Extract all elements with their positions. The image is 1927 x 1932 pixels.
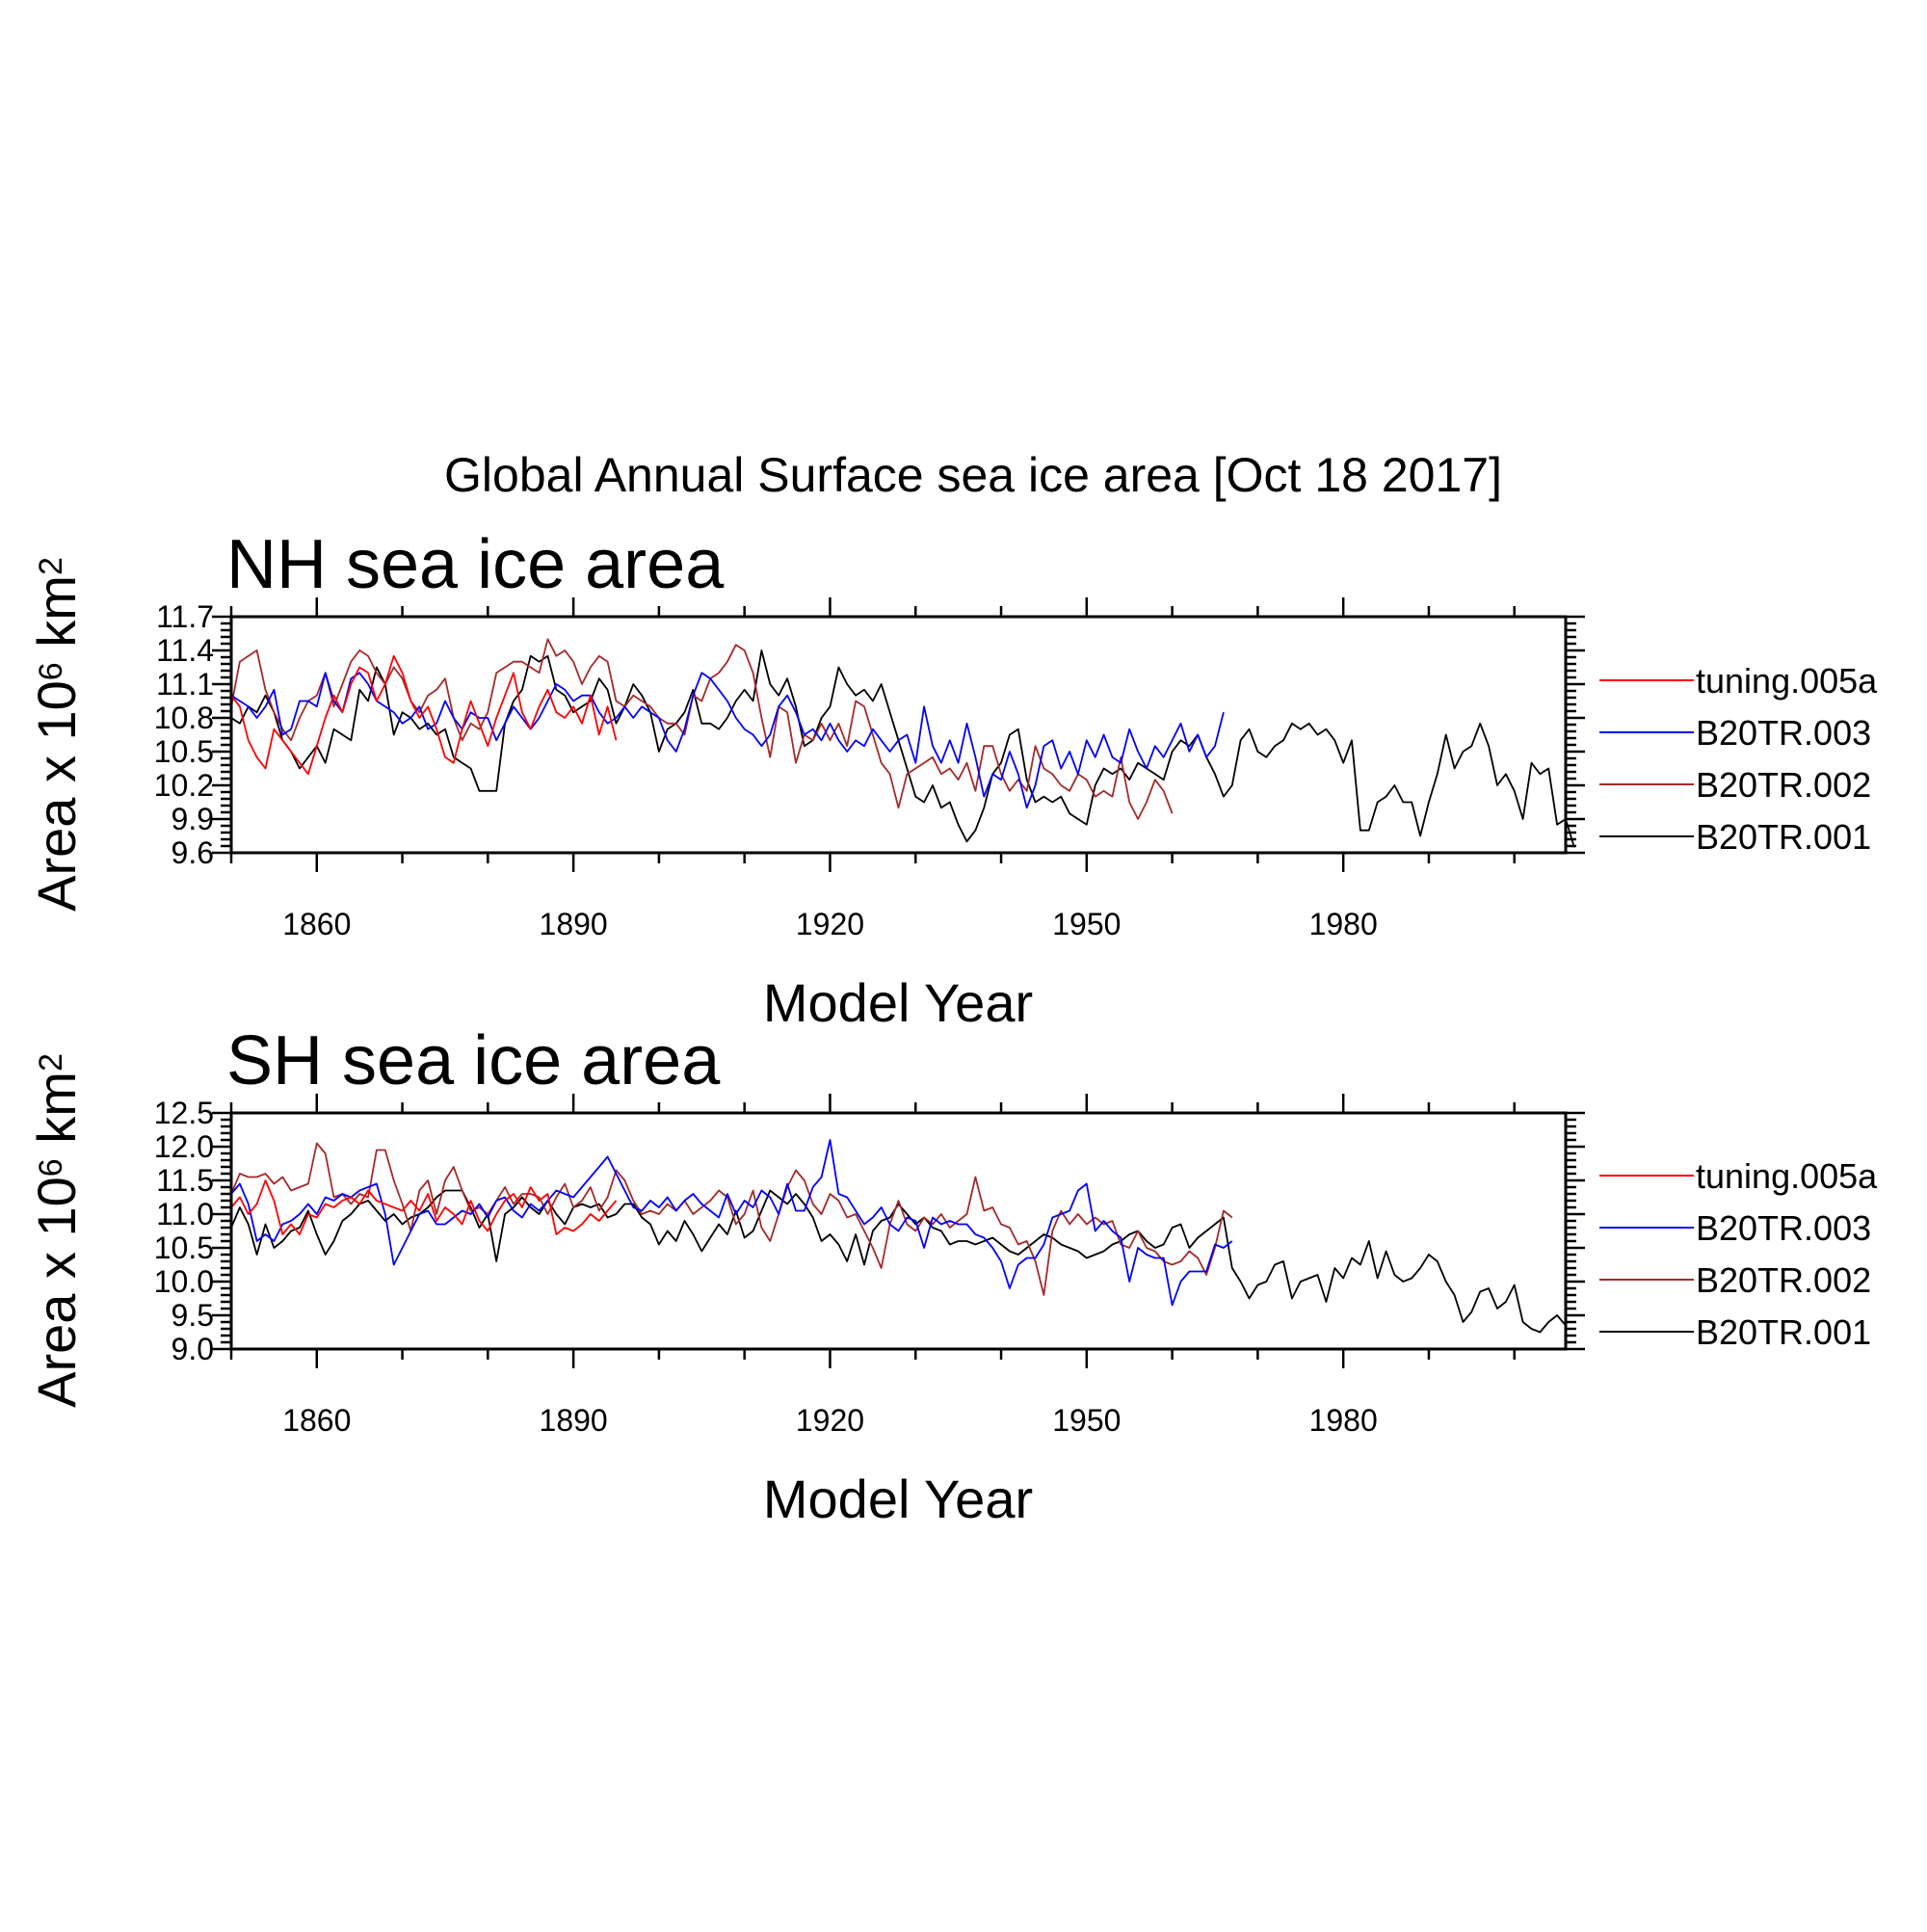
y-tick-label: 10.5 xyxy=(154,1231,214,1265)
legend-label: B20TR.001 xyxy=(1696,1312,1871,1352)
y-axis-label-base: Area x 10 xyxy=(26,1177,87,1408)
x-tick-label: 1980 xyxy=(1309,1403,1378,1438)
legend-label: tuning.005a xyxy=(1696,1156,1878,1196)
y-tick-label: 10.5 xyxy=(154,734,214,769)
series-line-B20TR.003 xyxy=(230,1139,1233,1307)
y-axis-label: Area x 106 km2 xyxy=(26,557,87,912)
x-tick-label: 1980 xyxy=(1309,907,1378,941)
plot-frame xyxy=(229,615,1568,855)
y-tick-label: 10.2 xyxy=(154,768,214,803)
series-line-tuning.005a xyxy=(230,654,618,776)
y-tick-label: 11.5 xyxy=(156,1163,214,1198)
y-tick-label: 11.0 xyxy=(156,1197,214,1231)
legend-label: B20TR.002 xyxy=(1696,1260,1871,1300)
panel-title: NH sea ice area xyxy=(226,526,725,603)
y-axis-label-unit: km xyxy=(26,1072,87,1158)
series-line-tuning.005a xyxy=(230,1179,618,1235)
series-line-B20TR.001 xyxy=(230,1189,1567,1334)
panel-sh: SH sea ice area 1860 1890 1920 1950 1980 9.09.… xyxy=(26,1022,1878,1529)
series-line-B20TR.002 xyxy=(230,638,1174,820)
figure-title: Global Annual Surface sea ice area [Oct … xyxy=(444,448,1502,502)
legend-label: B20TR.001 xyxy=(1696,817,1871,857)
x-tick-label: 1890 xyxy=(540,1403,608,1438)
y-tick-label: 9.5 xyxy=(172,1298,214,1333)
legend-label: B20TR.003 xyxy=(1696,713,1871,753)
y-tick-label: 12.5 xyxy=(154,1096,214,1130)
y-tick-label: 9.0 xyxy=(172,1332,214,1366)
y-tick-label: 9.9 xyxy=(172,802,214,836)
x-tick-label: 1860 xyxy=(282,907,351,941)
series-line-B20TR.002 xyxy=(230,1142,1233,1296)
x-tick-label: 1950 xyxy=(1052,1403,1121,1438)
y-tick-label: 12.0 xyxy=(154,1129,214,1164)
y-tick-label: 10.8 xyxy=(154,701,214,735)
y-axis-label: Area x 106 km2 xyxy=(26,1053,87,1408)
x-axis-label: Model Year xyxy=(763,1469,1033,1529)
y-axis-label-base: Area x 10 xyxy=(26,680,87,912)
x-tick-label: 1890 xyxy=(540,907,608,941)
panel-nh: NH sea ice area 1860 1890 1920 1950 1980 9.69.… xyxy=(26,526,1878,1033)
legend-label: B20TR.002 xyxy=(1696,765,1871,805)
series-line-B20TR.001 xyxy=(230,649,1575,848)
legend-label: B20TR.003 xyxy=(1696,1208,1871,1248)
y-axis-label-unit-exp: 2 xyxy=(33,1053,69,1072)
y-axis-label-exp: 6 xyxy=(33,662,69,680)
x-axis-label: Model Year xyxy=(763,972,1033,1033)
x-tick-label: 1920 xyxy=(796,907,864,941)
series-line-B20TR.003 xyxy=(230,672,1225,809)
x-tick-label: 1950 xyxy=(1052,907,1121,941)
x-tick-label: 1860 xyxy=(282,1403,351,1438)
legend-label: tuning.005a xyxy=(1696,661,1878,701)
plot-frame xyxy=(229,1111,1568,1351)
x-tick-label: 1920 xyxy=(796,1403,864,1438)
y-axis-label-unit-exp: 2 xyxy=(33,557,69,575)
panel-title: SH sea ice area xyxy=(226,1022,721,1099)
y-tick-label: 11.1 xyxy=(156,667,214,701)
y-tick-label: 11.7 xyxy=(156,599,214,634)
y-tick-label: 9.6 xyxy=(172,835,214,870)
y-tick-label: 11.4 xyxy=(156,633,214,668)
y-axis-label-unit: km xyxy=(26,575,87,662)
y-tick-label: 10.0 xyxy=(154,1264,214,1299)
y-axis-label-exp: 6 xyxy=(33,1158,69,1177)
